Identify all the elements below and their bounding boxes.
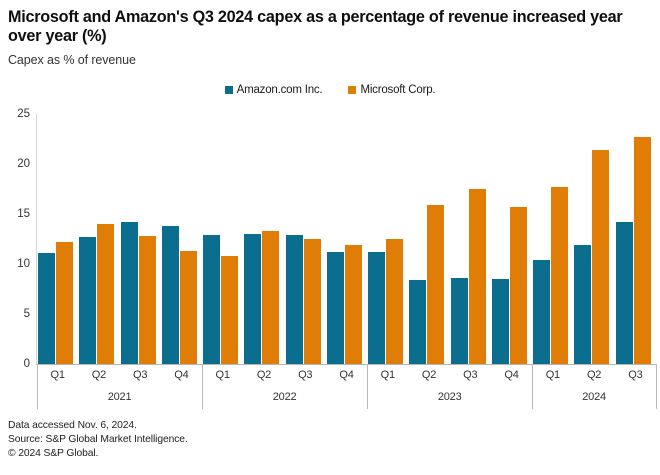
chart-footer: Data accessed Nov. 6, 2024. Source: S&P … <box>8 419 508 461</box>
year-separator <box>202 364 204 409</box>
bar-group <box>285 114 326 364</box>
bar-series-container <box>37 114 656 364</box>
x-axis-quarter-label: Q3 <box>628 369 643 381</box>
plot-area: 0 5 10 15 20 25 <box>0 105 660 410</box>
bar-microsoft[interactable] <box>344 245 362 364</box>
bar-amazon[interactable] <box>491 279 509 364</box>
x-axis-quarter-label: Q2 <box>91 369 107 381</box>
bar-group <box>573 114 614 364</box>
bar-amazon[interactable] <box>450 278 468 364</box>
x-axis-line <box>36 364 656 365</box>
legend-swatch-icon <box>224 86 233 94</box>
bar-amazon[interactable] <box>285 235 303 364</box>
legend-swatch-icon <box>348 86 357 94</box>
bar-group <box>367 114 408 364</box>
y-axis-line <box>36 114 37 364</box>
y-axis-tick-25: 25 <box>17 108 30 120</box>
bar-microsoft[interactable] <box>427 205 445 364</box>
year-separator <box>37 364 38 409</box>
y-axis-tick-5: 5 <box>23 308 30 320</box>
data-accessed-note: Data accessed Nov. 6, 2024. <box>8 420 137 431</box>
bar-microsoft[interactable] <box>592 150 610 364</box>
legend-item-microsoft[interactable]: Microsoft Corp. <box>348 84 436 96</box>
bar-group <box>326 114 367 364</box>
page-title: Microsoft and Amazon's Q3 2024 capex as … <box>8 8 623 45</box>
bar-amazon[interactable] <box>533 260 551 364</box>
x-axis-year-label: 2024 <box>582 391 606 403</box>
y-axis-tick-10: 10 <box>17 258 30 270</box>
bar-group <box>37 114 78 364</box>
bar-amazon[interactable] <box>120 222 138 364</box>
bar-amazon[interactable] <box>326 252 344 364</box>
bar-group <box>78 114 119 364</box>
x-axis-year-label: 2022 <box>272 391 297 403</box>
bar-microsoft[interactable] <box>262 231 280 364</box>
bar-amazon[interactable] <box>38 253 55 364</box>
bar-group <box>161 114 202 364</box>
x-axis-quarter-label: Q2 <box>256 369 272 381</box>
x-axis-quarter-label: Q4 <box>339 369 354 381</box>
bar-group <box>450 114 491 364</box>
chart-legend: Amazon.com Inc. Microsoft Corp. <box>0 84 660 96</box>
bar-group <box>532 114 573 364</box>
bar-group <box>408 114 449 364</box>
bar-microsoft[interactable] <box>56 242 73 364</box>
bar-amazon[interactable] <box>161 226 179 364</box>
bar-amazon[interactable] <box>203 235 221 364</box>
bar-amazon[interactable] <box>79 237 97 364</box>
x-axis-quarter-label: Q3 <box>133 369 148 381</box>
bar-microsoft[interactable] <box>633 137 651 364</box>
bar-group <box>120 114 161 364</box>
x-axis-quarter-label: Q4 <box>174 369 189 381</box>
bar-microsoft[interactable] <box>303 239 321 364</box>
bar-microsoft[interactable] <box>138 236 156 364</box>
year-separator <box>532 364 534 409</box>
source-note: Source: S&P Global Market Intelligence. <box>8 434 188 445</box>
bar-microsoft[interactable] <box>468 189 486 364</box>
x-axis-quarter-label: Q1 <box>545 369 560 381</box>
x-axis-quarter-label: Q4 <box>504 369 519 381</box>
bar-microsoft[interactable] <box>509 207 527 364</box>
y-axis-tick-20: 20 <box>17 158 30 170</box>
bar-group <box>615 114 656 364</box>
bar-amazon[interactable] <box>409 280 427 364</box>
legend-label: Microsoft Corp. <box>360 84 436 96</box>
y-axis-tick-15: 15 <box>17 208 30 220</box>
x-axis-year-label: 2021 <box>107 391 132 403</box>
bar-microsoft[interactable] <box>97 224 115 364</box>
bar-amazon[interactable] <box>368 252 386 364</box>
bar-group <box>491 114 532 364</box>
legend-label: Amazon.com Inc. <box>236 84 323 96</box>
chart-header: Microsoft and Amazon's Q3 2024 capex as … <box>8 8 652 67</box>
x-axis-quarter-label: Q3 <box>298 369 313 381</box>
bar-group <box>243 114 284 364</box>
bar-microsoft[interactable] <box>179 251 197 364</box>
x-axis-quarter-label: Q1 <box>50 369 65 381</box>
bar-amazon[interactable] <box>244 234 262 364</box>
legend-item-amazon[interactable]: Amazon.com Inc. <box>224 84 323 96</box>
x-axis-quarter-label: Q2 <box>421 369 437 381</box>
y-axis-tick-0: 0 <box>23 358 30 370</box>
y-axis-tick-labels: 0 5 10 15 20 25 <box>0 105 30 373</box>
x-axis-quarter-label: Q3 <box>463 369 478 381</box>
chart-subtitle: Capex as % of revenue <box>8 53 136 67</box>
x-axis-quarter-label: Q1 <box>215 369 230 381</box>
bar-amazon[interactable] <box>615 222 633 364</box>
year-separator <box>656 364 657 409</box>
x-axis-labels: Q1 Q2 Q3 Q4 Q1 Q2 Q3 Q4 Q1 Q2 Q3 Q4 Q1 Q2 Q3 2021 2022 20… <box>37 364 657 412</box>
x-axis-quarter-label: Q1 <box>380 369 395 381</box>
bar-group <box>202 114 243 364</box>
bar-microsoft[interactable] <box>551 187 569 364</box>
copyright-note: © 2024 S&P Global. <box>8 448 99 459</box>
bar-microsoft[interactable] <box>386 239 404 364</box>
bar-microsoft[interactable] <box>221 256 239 364</box>
x-axis-year-label: 2023 <box>437 391 462 403</box>
x-axis-quarter-label: Q2 <box>586 369 602 381</box>
bar-amazon[interactable] <box>574 245 592 364</box>
year-separator <box>367 364 369 409</box>
